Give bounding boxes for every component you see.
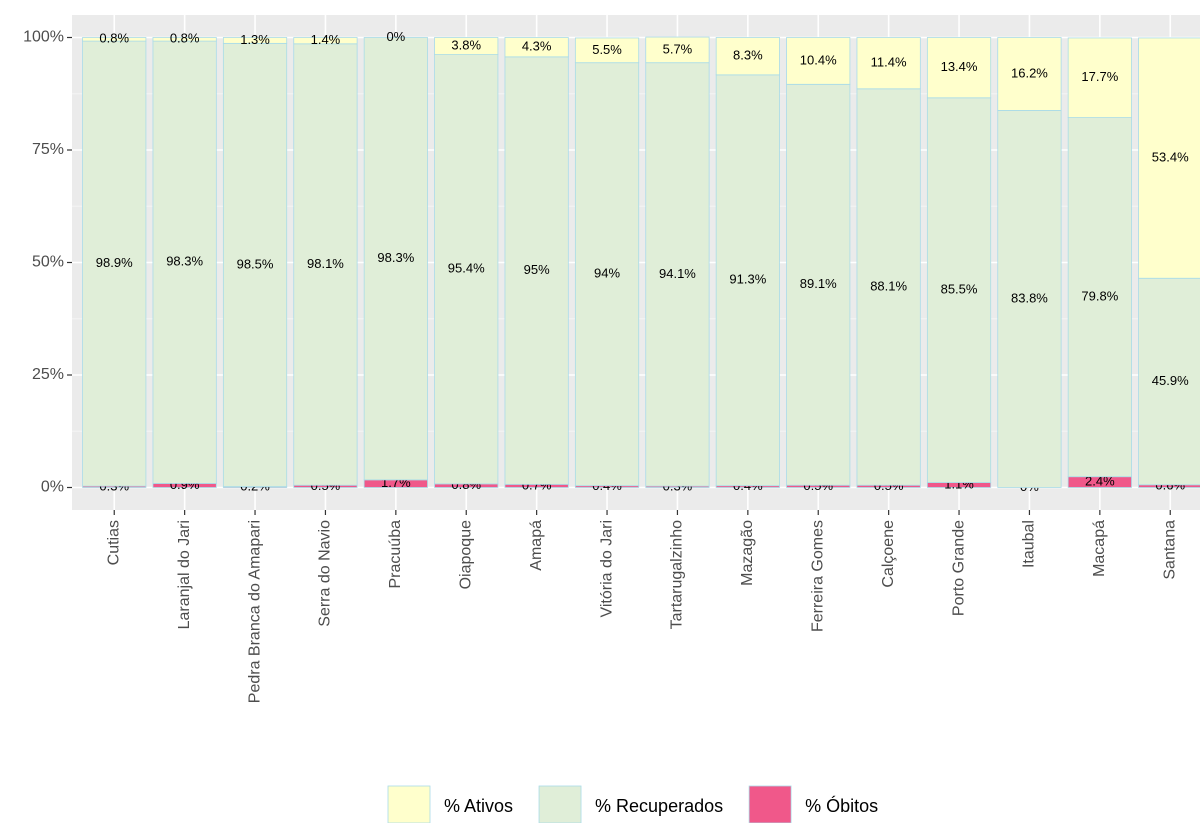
- legend-key: [538, 785, 582, 823]
- bar-segment: [1067, 117, 1132, 478]
- bar-segment: [1067, 37, 1132, 119]
- data-label: 16.2%: [1011, 65, 1048, 80]
- bar-segment: [1138, 37, 1200, 279]
- bar-segment: [926, 97, 992, 483]
- x-tick-label: Vitória do Jari: [598, 520, 615, 618]
- bar-segment: [856, 88, 921, 486]
- bar-segment: [222, 37, 288, 44]
- legend-label: % Óbitos: [805, 795, 878, 816]
- legend-key: [748, 785, 792, 823]
- bar-segment: [997, 37, 1062, 111]
- data-label: 1.4%: [311, 32, 341, 47]
- data-label: 13.4%: [941, 59, 978, 74]
- data-label: 2.4%: [1085, 474, 1115, 489]
- data-label: 1.3%: [240, 32, 270, 47]
- bar-segment: [926, 37, 992, 99]
- bar-segment: [82, 40, 147, 487]
- data-label: 98.1%: [307, 256, 344, 271]
- bar-segment: [293, 37, 358, 45]
- data-label: 3.8%: [451, 37, 481, 52]
- x-tick-label: Itaubal: [1021, 520, 1038, 568]
- data-label: 53.4%: [1152, 150, 1189, 165]
- bar-segment: [1138, 277, 1200, 486]
- bar-segment: [504, 56, 569, 485]
- x-tick-label: Oiapoque: [457, 520, 474, 589]
- data-label: 0.8%: [170, 31, 200, 46]
- bar-segment: [786, 37, 851, 85]
- data-label: 98.3%: [166, 254, 203, 269]
- data-label: 89.1%: [800, 276, 837, 291]
- data-label: 8.3%: [733, 48, 763, 63]
- bar-segment: [504, 37, 569, 58]
- x-tick-label: Serra do Navio: [317, 520, 334, 627]
- data-label: 11.4%: [871, 55, 907, 70]
- bar-segment: [574, 37, 640, 64]
- data-label: 79.8%: [1081, 289, 1118, 304]
- x-tick-label: Ferreira Gomes: [809, 520, 826, 632]
- x-tick-label: Laranjal do Jari: [176, 520, 193, 629]
- bar-segment: [152, 37, 217, 42]
- x-tick-label: Porto Grande: [950, 520, 967, 616]
- bar-segment: [786, 83, 851, 486]
- x-tick-label: Santana: [1161, 520, 1178, 580]
- bar-segment: [856, 37, 921, 90]
- bar-segment: [222, 42, 288, 487]
- data-label: 45.9%: [1152, 373, 1189, 388]
- bar-segment: [434, 37, 499, 56]
- data-label: 0%: [386, 29, 405, 44]
- data-label: 83.8%: [1011, 290, 1048, 305]
- data-label: 17.7%: [1081, 69, 1118, 84]
- y-tick-label: 0%: [41, 479, 64, 496]
- bar-segment: [293, 43, 358, 486]
- legend-label: % Ativos: [444, 796, 513, 816]
- data-label: 85.5%: [941, 282, 978, 297]
- bar-segment: [434, 54, 499, 485]
- legend-label: % Recuperados: [595, 796, 723, 816]
- data-label: 98.3%: [377, 250, 414, 265]
- x-tick-label: Pracuúba: [387, 520, 404, 589]
- data-label: 98.9%: [96, 255, 133, 270]
- data-label: 0.8%: [99, 31, 129, 46]
- x-tick-label: Calçoene: [880, 520, 897, 588]
- data-label: 98.5%: [237, 256, 274, 271]
- bar-segment: [645, 36, 710, 64]
- data-label: 95%: [524, 262, 550, 277]
- data-label: 5.7%: [663, 41, 693, 56]
- x-tick-label: Pedra Branca do Amapari: [246, 520, 263, 703]
- data-label: 5.5%: [592, 42, 622, 57]
- x-tick-label: Amapá: [528, 520, 545, 571]
- bar-segment: [645, 62, 710, 487]
- legend-key: [387, 785, 431, 823]
- data-label: 94%: [594, 266, 620, 281]
- y-tick-label: 100%: [23, 29, 64, 46]
- x-tick-label: Macapá: [1091, 520, 1108, 577]
- data-label: 10.4%: [800, 52, 837, 67]
- y-tick-label: 75%: [32, 141, 64, 158]
- data-label: 88.1%: [870, 278, 907, 293]
- bar-segment: [82, 37, 147, 42]
- data-label: 94.1%: [659, 266, 696, 281]
- data-label: 4.3%: [522, 39, 552, 54]
- legend: % Ativos % Recuperados % Óbitos: [387, 785, 878, 823]
- x-tick-label: Mazagão: [739, 520, 756, 586]
- y-tick-label: 50%: [32, 254, 64, 271]
- data-label: 91.3%: [729, 272, 766, 287]
- bar-segment: [715, 74, 780, 487]
- data-label: 95.4%: [448, 261, 485, 276]
- x-tick-label: Cutias: [105, 520, 122, 565]
- bar-segment: [574, 62, 640, 487]
- bar-segment: [715, 37, 780, 76]
- y-tick-label: 25%: [32, 366, 64, 383]
- bar-segment: [363, 37, 428, 481]
- x-tick-label: Tartarugalzinho: [669, 520, 686, 630]
